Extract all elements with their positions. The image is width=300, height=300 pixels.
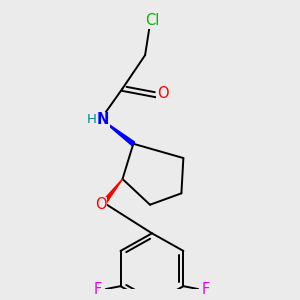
Text: N: N	[97, 112, 109, 128]
Text: F: F	[202, 283, 210, 298]
Text: Cl: Cl	[145, 14, 159, 28]
Text: O: O	[95, 197, 107, 212]
Text: O: O	[157, 86, 169, 101]
Text: F: F	[94, 283, 102, 298]
Polygon shape	[102, 179, 122, 204]
Text: H: H	[87, 113, 97, 127]
Polygon shape	[101, 119, 135, 146]
